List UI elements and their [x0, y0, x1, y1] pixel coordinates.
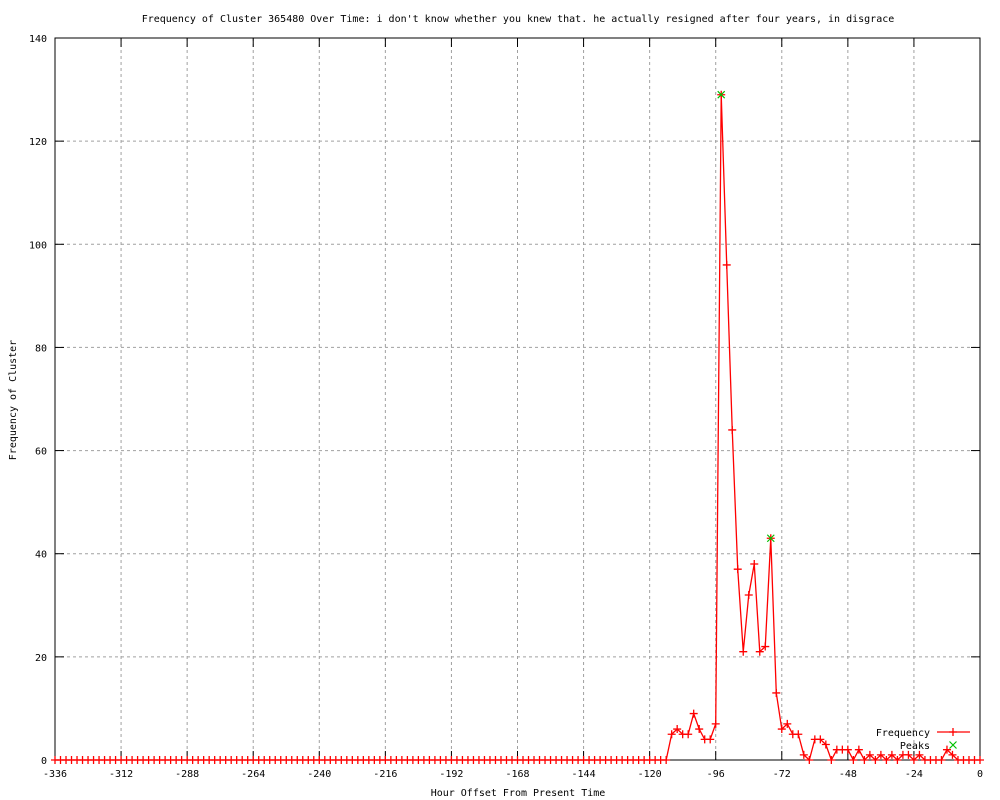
frequency-point [739, 647, 748, 656]
x-tick-label: -240 [307, 769, 331, 780]
y-tick-label: 60 [35, 447, 47, 458]
frequency-point [689, 709, 698, 718]
x-tick-label: -96 [707, 769, 725, 780]
frequency-point [843, 745, 852, 754]
frequency-point [821, 740, 830, 749]
x-tick-label: -72 [773, 769, 791, 780]
frequency-point [684, 730, 693, 739]
frequency-point [893, 756, 902, 764]
frequency-point [904, 750, 913, 759]
frequency-point [728, 425, 737, 434]
frequency-point [915, 750, 924, 759]
x-tick-label: -48 [839, 769, 857, 780]
frequency-point [711, 719, 720, 728]
frequency-point [772, 688, 781, 697]
frequency-point [948, 750, 957, 759]
frequency-point [860, 756, 869, 764]
frequency-point [777, 725, 786, 734]
y-tick-label: 100 [29, 240, 47, 251]
x-tick-label: -336 [43, 769, 67, 780]
y-tick-label: 40 [35, 550, 47, 561]
frequency-point [794, 730, 803, 739]
peak-point [717, 90, 726, 99]
legend-marker-peaks [949, 741, 957, 749]
frequency-point [876, 750, 885, 759]
x-axis-label: Hour Offset From Present Time [431, 788, 606, 799]
x-tick-label: -288 [175, 769, 199, 780]
frequency-point [942, 745, 951, 754]
y-tick-label: 140 [29, 34, 47, 45]
frequency-point [755, 647, 764, 656]
y-tick-label: 20 [35, 653, 47, 664]
frequency-point [816, 735, 825, 744]
frequency-point [849, 756, 858, 764]
legend-marker-frequency [949, 728, 957, 736]
frequency-point [706, 735, 715, 744]
frequency-point [865, 750, 874, 759]
frequency-point [722, 260, 731, 269]
x-tick-label: -192 [439, 769, 463, 780]
frequency-point [783, 719, 792, 728]
frequency-point [799, 750, 808, 759]
y-axis-label: Frequency of Cluster [8, 340, 19, 460]
y-tick-label: 80 [35, 343, 47, 354]
x-tick-label: -144 [572, 769, 596, 780]
peak-point [766, 534, 775, 543]
frequency-point [976, 756, 984, 764]
frequency-point [827, 756, 836, 764]
frequency-point [662, 756, 671, 764]
frequency-point [695, 725, 704, 734]
x-tick-label: -264 [241, 769, 265, 780]
frequency-point [761, 642, 770, 651]
y-tick-label: 0 [41, 756, 47, 767]
frequency-point [667, 730, 676, 739]
x-tick-label: 0 [977, 769, 983, 780]
x-tick-label: -216 [373, 769, 397, 780]
legend-label-peaks: Peaks [900, 741, 930, 752]
frequency-point [733, 565, 742, 574]
frequency-point [854, 745, 863, 754]
frequency-point [805, 756, 814, 764]
y-tick-label: 120 [29, 137, 47, 148]
frequency-point [673, 725, 682, 734]
frequency-point [887, 750, 896, 759]
x-tick-label: -168 [505, 769, 529, 780]
x-tick-label: -120 [638, 769, 662, 780]
frequency-point [871, 756, 880, 764]
legend-label-frequency: Frequency [876, 728, 930, 739]
frequency-point [937, 756, 946, 764]
x-tick-label: -312 [109, 769, 133, 780]
x-tick-label: -24 [905, 769, 923, 780]
chart-title: Frequency of Cluster 365480 Over Time: i… [142, 14, 895, 25]
frequency-point [882, 756, 891, 764]
frequency-point [744, 590, 753, 599]
frequency-point [750, 560, 759, 569]
frequency-point [909, 756, 918, 764]
